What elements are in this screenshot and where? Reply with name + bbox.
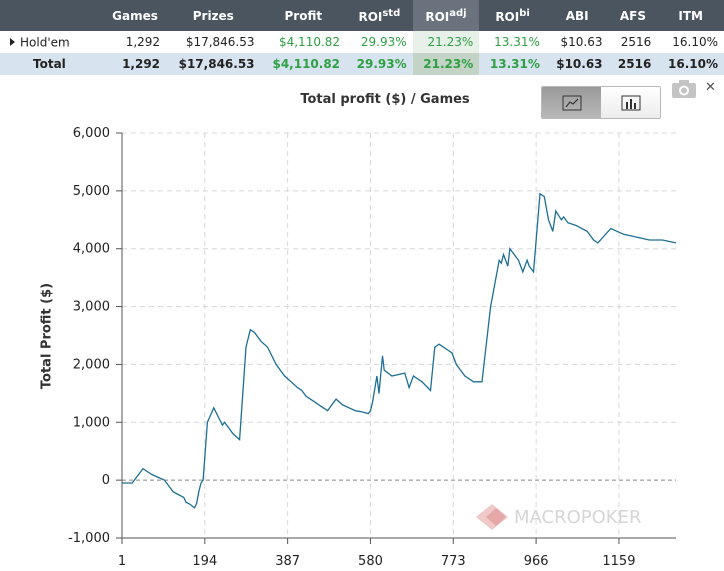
total-roi-std: 29.93%: [346, 53, 413, 75]
macropoker-logo-icon: [476, 504, 508, 530]
total-afs: 2516: [608, 53, 658, 75]
y-tick-label: 6,000: [73, 126, 110, 141]
x-tick-label: 387: [275, 554, 300, 569]
total-roi-bi: 13.31%: [479, 53, 546, 75]
total-row: Total 1,292 $17,846.53 $4,110.82 29.93% …: [0, 53, 724, 75]
chart-view-toggle: [541, 86, 661, 119]
header-roi-adj[interactable]: ROIadj: [412, 0, 480, 31]
cell-prizes: $17,846.53: [185, 35, 255, 49]
cell-afs: 2516: [620, 35, 652, 49]
total-roi-adj: 21.23%: [412, 53, 480, 75]
header-itm[interactable]: ITM: [657, 0, 724, 31]
row-name-cell[interactable]: Hold'em: [0, 31, 104, 53]
table-row[interactable]: Hold'em 1,292 $17,846.53 $4,110.82 29.93…: [0, 31, 724, 53]
y-tick-label: 2,000: [73, 357, 110, 372]
total-prizes: $17,846.53: [166, 53, 261, 75]
camera-icon: [672, 80, 696, 98]
header-games[interactable]: Games: [104, 0, 167, 31]
cell-roi-adj: 21.23%: [412, 31, 480, 53]
watermark-text: MACROPOKER: [514, 506, 642, 528]
cell-abi: $10.63: [560, 35, 603, 49]
total-games: 1,292: [104, 53, 167, 75]
total-abi: $10.63: [545, 53, 609, 75]
grid: [121, 132, 676, 539]
bar-chart-icon: [621, 95, 640, 110]
line-view-button[interactable]: [542, 87, 601, 118]
screenshot-button[interactable]: [671, 79, 697, 103]
header-abi[interactable]: ABI: [545, 0, 609, 31]
profit-series-line: [122, 192, 677, 509]
header-afs[interactable]: AFS: [608, 0, 658, 31]
y-tick-label: 0: [102, 473, 110, 488]
stats-header-row: Games Prizes Profit ROIstd ROIadj ROIbi …: [0, 0, 724, 31]
header-prizes[interactable]: Prizes: [166, 0, 261, 31]
y-tick-label: 3,000: [73, 300, 110, 315]
x-tick-label: 773: [441, 554, 466, 569]
cell-profit: $4,110.82: [278, 35, 341, 49]
cell-roi-std: 29.93%: [360, 35, 407, 49]
row-name: Hold'em: [20, 35, 70, 50]
x-tick-label: 1159: [602, 554, 635, 569]
y-tick-label: 4,000: [73, 242, 110, 257]
line-chart-icon: [562, 95, 581, 110]
bar-view-button[interactable]: [601, 87, 660, 118]
x-tick-label: 1: [118, 554, 126, 569]
header-profit[interactable]: Profit: [260, 0, 347, 31]
y-axis-ticks: -1,000 0 1,000 2,000 3,000 4,000 5,000 6,000: [68, 126, 122, 546]
cell-itm: 16.10%: [672, 35, 718, 49]
total-profit: $4,110.82: [260, 53, 347, 75]
watermark: MACROPOKER: [474, 502, 641, 532]
cell-roi-bi: 13.31%: [494, 35, 540, 49]
cell-games: 1,292: [125, 35, 161, 49]
header-roi-std[interactable]: ROIstd: [346, 0, 413, 31]
header-name: [0, 0, 104, 31]
close-icon[interactable]: ✕: [705, 80, 716, 95]
header-roi-bi[interactable]: ROIbi: [479, 0, 546, 31]
stats-table: Games Prizes Profit ROIstd ROIadj ROIbi …: [0, 0, 724, 75]
x-tick-label: 580: [358, 554, 383, 569]
y-tick-label: 5,000: [73, 184, 110, 199]
x-tick-label: 194: [192, 554, 217, 569]
y-tick-label: 1,000: [73, 415, 110, 430]
y-tick-label: -1,000: [68, 531, 110, 546]
total-label: Total: [0, 53, 104, 75]
total-itm: 16.10%: [657, 53, 724, 75]
x-axis-ticks: 1 194 387 580 773 966 1159: [118, 538, 635, 569]
x-tick-label: 966: [524, 554, 549, 569]
chart-title: Total profit ($) / Games: [300, 92, 470, 107]
triangle-right-icon[interactable]: [10, 37, 15, 46]
